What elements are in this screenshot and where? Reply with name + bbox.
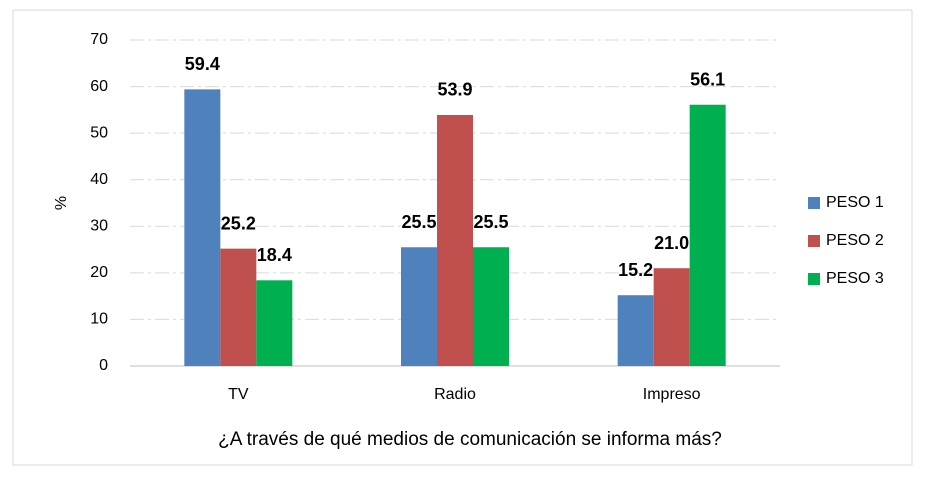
bar — [184, 89, 221, 366]
x-tick-label: Radio — [434, 386, 476, 403]
legend-swatch — [808, 273, 820, 285]
y-tick-label: 30 — [90, 218, 108, 235]
y-tick-label: 50 — [90, 124, 108, 141]
value-label: 56.1 — [690, 69, 725, 89]
bar — [473, 247, 509, 366]
bar — [689, 104, 726, 366]
bar — [401, 247, 437, 366]
bar — [653, 268, 690, 366]
legend-label: PESO 2 — [826, 232, 884, 249]
legend-label: PESO 1 — [826, 194, 884, 211]
value-label: 15.2 — [618, 260, 653, 280]
y-axis-label: % — [53, 196, 70, 210]
bar — [617, 295, 654, 366]
y-tick-label: 70 — [90, 31, 108, 48]
legend-swatch — [808, 197, 820, 209]
x-tick-label: Impreso — [643, 386, 701, 403]
bar — [256, 280, 293, 366]
y-tick-label: 20 — [90, 264, 108, 281]
y-tick-label: 0 — [99, 357, 108, 374]
y-tick-label: 60 — [90, 78, 108, 95]
value-label: 25.5 — [401, 212, 436, 232]
legend-swatch — [808, 235, 820, 247]
value-label: 21.0 — [654, 233, 689, 253]
x-axis-label: ¿A través de qué medios de comunicación … — [218, 429, 722, 450]
x-tick-label: TV — [228, 386, 249, 403]
value-label: 18.4 — [257, 245, 292, 265]
value-label: 25.5 — [473, 212, 508, 232]
value-label: 59.4 — [185, 54, 220, 74]
y-tick-label: 40 — [90, 171, 108, 188]
bar — [220, 248, 257, 366]
bar — [437, 114, 473, 366]
value-label: 25.2 — [221, 213, 256, 233]
y-tick-label: 10 — [90, 311, 108, 328]
value-label: 53.9 — [437, 80, 472, 100]
legend-label: PESO 3 — [826, 270, 884, 287]
